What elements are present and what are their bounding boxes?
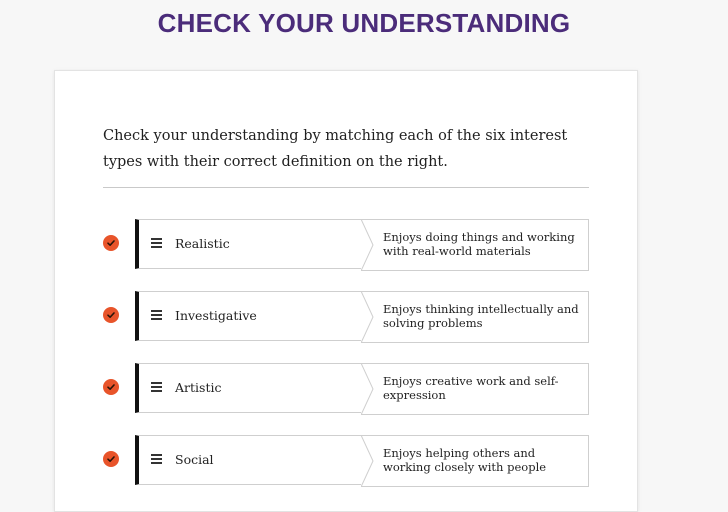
drag-handle-icon[interactable] bbox=[151, 238, 162, 248]
check-circle-icon bbox=[103, 307, 119, 323]
match-row: Realistic Enjoys doing things and workin… bbox=[103, 219, 589, 271]
match-row: Artistic Enjoys creative work and self-e… bbox=[103, 363, 589, 415]
draggable-term-social[interactable]: Social bbox=[135, 435, 361, 485]
matching-activity-card: Check your understanding by matching eac… bbox=[54, 70, 638, 512]
term-label: Realistic bbox=[175, 236, 230, 251]
drag-handle-icon[interactable] bbox=[151, 310, 162, 320]
definition-text: Enjoys doing things and working with rea… bbox=[383, 230, 575, 258]
arrow-connector bbox=[361, 291, 374, 343]
check-circle-icon bbox=[103, 451, 119, 467]
term-label: Investigative bbox=[175, 308, 257, 323]
definition-target: Enjoys creative work and self-expression bbox=[361, 363, 589, 415]
check-circle-icon bbox=[103, 235, 119, 251]
definition-text: Enjoys thinking intellectually and solvi… bbox=[383, 302, 579, 330]
arrow-connector bbox=[361, 363, 374, 415]
definition-target: Enjoys doing things and working with rea… bbox=[361, 219, 589, 271]
definition-target: Enjoys thinking intellectually and solvi… bbox=[361, 291, 589, 343]
arrow-connector bbox=[361, 435, 374, 487]
match-row: Investigative Enjoys thinking intellectu… bbox=[103, 291, 589, 343]
drag-handle-icon[interactable] bbox=[151, 382, 162, 392]
definition-text: Enjoys helping others and working closel… bbox=[383, 446, 547, 474]
match-row: Social Enjoys helping others and working… bbox=[103, 435, 589, 487]
definition-text: Enjoys creative work and self-expression bbox=[383, 374, 559, 402]
term-label: Artistic bbox=[175, 380, 222, 395]
page-title: CHECK YOUR UNDERSTANDING bbox=[157, 8, 571, 38]
check-circle-icon bbox=[103, 379, 119, 395]
definition-target: Enjoys helping others and working closel… bbox=[361, 435, 589, 487]
draggable-term-artistic[interactable]: Artistic bbox=[135, 363, 361, 413]
arrow-connector bbox=[361, 219, 374, 271]
drag-handle-icon[interactable] bbox=[151, 454, 162, 464]
draggable-term-realistic[interactable]: Realistic bbox=[135, 219, 361, 269]
instructions-text: Check your understanding by matching eac… bbox=[103, 128, 568, 170]
term-label: Social bbox=[175, 452, 214, 467]
draggable-term-investigative[interactable]: Investigative bbox=[135, 291, 361, 341]
divider bbox=[103, 187, 589, 188]
